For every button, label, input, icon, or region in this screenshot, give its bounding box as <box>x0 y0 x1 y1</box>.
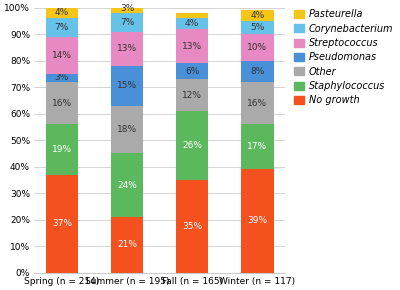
Text: 7%: 7% <box>55 23 69 32</box>
Text: 26%: 26% <box>182 141 202 150</box>
Text: 35%: 35% <box>182 222 202 231</box>
Bar <box>241 34 274 61</box>
Bar <box>111 153 143 217</box>
Text: 16%: 16% <box>247 99 267 108</box>
Text: 12%: 12% <box>182 90 202 100</box>
Bar <box>241 124 274 169</box>
Text: 4%: 4% <box>55 8 69 17</box>
Bar <box>111 66 143 106</box>
Text: 15%: 15% <box>117 81 137 90</box>
Bar <box>111 32 143 66</box>
Text: 3%: 3% <box>55 73 69 82</box>
Bar <box>241 169 274 273</box>
Bar <box>176 79 208 111</box>
Text: 5%: 5% <box>250 23 264 32</box>
Text: 3%: 3% <box>120 4 134 14</box>
Bar <box>111 13 143 32</box>
Bar <box>241 10 274 21</box>
Text: 13%: 13% <box>182 41 202 50</box>
Bar <box>176 111 208 180</box>
Bar <box>241 61 274 82</box>
Text: 8%: 8% <box>250 67 264 76</box>
Text: 4%: 4% <box>250 11 264 20</box>
Bar <box>111 106 143 153</box>
Bar <box>46 8 78 18</box>
Bar <box>176 180 208 273</box>
Bar <box>176 63 208 79</box>
Text: 19%: 19% <box>52 145 72 154</box>
Bar <box>176 13 208 18</box>
Bar <box>111 5 143 13</box>
Bar <box>46 74 78 82</box>
Text: 37%: 37% <box>52 219 72 228</box>
Text: 16%: 16% <box>52 99 72 108</box>
Bar <box>46 37 78 74</box>
Text: 4%: 4% <box>185 19 199 28</box>
Bar <box>46 18 78 37</box>
Bar <box>241 21 274 34</box>
Text: 10%: 10% <box>247 43 267 52</box>
Bar <box>241 82 274 124</box>
Text: 18%: 18% <box>117 125 137 134</box>
Text: 13%: 13% <box>117 44 137 53</box>
Bar <box>46 175 78 273</box>
Text: 17%: 17% <box>247 142 267 151</box>
Bar <box>46 124 78 175</box>
Text: 21%: 21% <box>117 240 137 249</box>
Text: 24%: 24% <box>117 181 137 190</box>
Text: 7%: 7% <box>120 18 134 27</box>
Bar <box>111 217 143 273</box>
Text: 6%: 6% <box>185 67 199 76</box>
Bar <box>176 29 208 63</box>
Text: 39%: 39% <box>247 217 267 226</box>
Text: 14%: 14% <box>52 51 72 60</box>
Bar <box>46 82 78 124</box>
Bar <box>176 18 208 29</box>
Legend: Pasteurella, Corynebacterium, Streptococcus, Pseudomonas, Other, Staphylococcus,: Pasteurella, Corynebacterium, Streptococ… <box>292 7 395 107</box>
